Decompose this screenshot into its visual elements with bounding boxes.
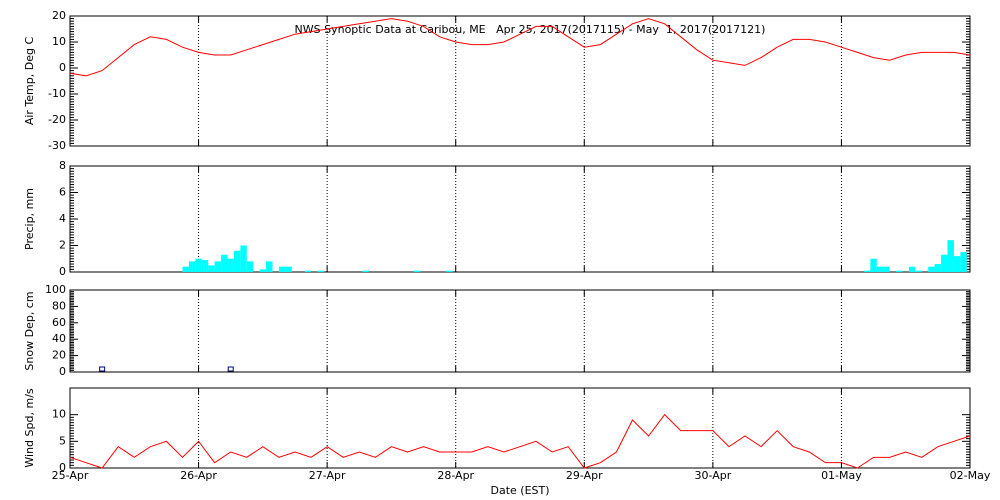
bar — [960, 252, 967, 272]
bar — [285, 266, 292, 272]
point — [99, 366, 106, 372]
data-line — [69, 18, 971, 77]
y-tick-label: 40 — [52, 332, 66, 345]
bar — [928, 266, 935, 272]
y-tick-label: 6 — [59, 186, 66, 199]
y-tick-label: 0 — [59, 265, 66, 278]
y-tick-label: 4 — [59, 212, 66, 225]
bar — [246, 261, 254, 272]
y-tick-label: 10 — [52, 408, 66, 421]
plot-frame — [69, 387, 971, 469]
bar — [941, 254, 948, 272]
x-tick-label: 28-Apr — [437, 469, 474, 482]
plot-frame — [69, 289, 971, 373]
bar — [266, 261, 273, 272]
bar — [863, 270, 871, 272]
bar — [227, 258, 234, 272]
data-line — [69, 413, 971, 469]
y-tick-label: 20 — [52, 349, 66, 362]
y-tick-label: -10 — [48, 87, 66, 100]
bar — [876, 266, 884, 272]
y-axis-label: Wind Spd, m/s — [23, 388, 36, 468]
bar — [278, 266, 286, 272]
bar — [896, 270, 903, 272]
bar — [947, 240, 954, 272]
y-tick-label: 5 — [59, 434, 66, 447]
y-tick-label: 0 — [59, 461, 66, 474]
y-axis-label: Air Temp, Deg C — [23, 37, 36, 126]
y-tick-label: 0 — [59, 61, 66, 74]
bar — [259, 269, 267, 272]
y-axis-label: Snow Dep, cm — [23, 291, 36, 370]
y-tick-label: 100 — [45, 283, 66, 296]
bar — [233, 250, 241, 272]
bar — [304, 270, 312, 272]
x-tick-label: 29-Apr — [566, 469, 603, 482]
y-tick-label: 60 — [52, 316, 66, 329]
bar — [214, 261, 222, 272]
bar — [934, 264, 942, 272]
bar — [446, 270, 453, 272]
bar — [870, 258, 877, 272]
y-axis-label: Precip, mm — [23, 188, 36, 250]
bar — [915, 270, 922, 272]
y-tick-label: 20 — [52, 9, 66, 22]
bar — [908, 266, 916, 272]
y-tick-label: 2 — [59, 239, 66, 252]
x-axis-label: Date (EST) — [490, 484, 549, 497]
bar — [208, 265, 215, 272]
bar — [953, 256, 961, 272]
y-tick-label: 8 — [59, 159, 66, 172]
x-tick-label: 26-Apr — [180, 469, 217, 482]
plot-frame — [69, 15, 971, 147]
bar — [182, 266, 189, 272]
x-tick-label: 02-May — [950, 469, 991, 482]
plot-frame — [69, 165, 971, 273]
y-tick-label: 10 — [52, 35, 66, 48]
bar — [317, 270, 324, 272]
bar — [362, 270, 369, 272]
bar — [883, 266, 890, 272]
x-tick-label: 27-Apr — [309, 469, 346, 482]
bar — [201, 260, 209, 272]
y-tick-label: 80 — [52, 299, 66, 312]
y-tick-label: 0 — [59, 365, 66, 378]
point — [227, 366, 234, 372]
bar — [240, 245, 247, 272]
x-tick-label: 25-Apr — [52, 469, 89, 482]
y-tick-label: -20 — [48, 113, 66, 126]
bar — [195, 258, 202, 272]
bar — [221, 254, 228, 272]
bar — [188, 261, 196, 272]
y-tick-label: -30 — [48, 139, 66, 152]
bar — [413, 270, 421, 272]
x-tick-label: 30-Apr — [694, 469, 731, 482]
x-tick-label: 01-May — [821, 469, 862, 482]
